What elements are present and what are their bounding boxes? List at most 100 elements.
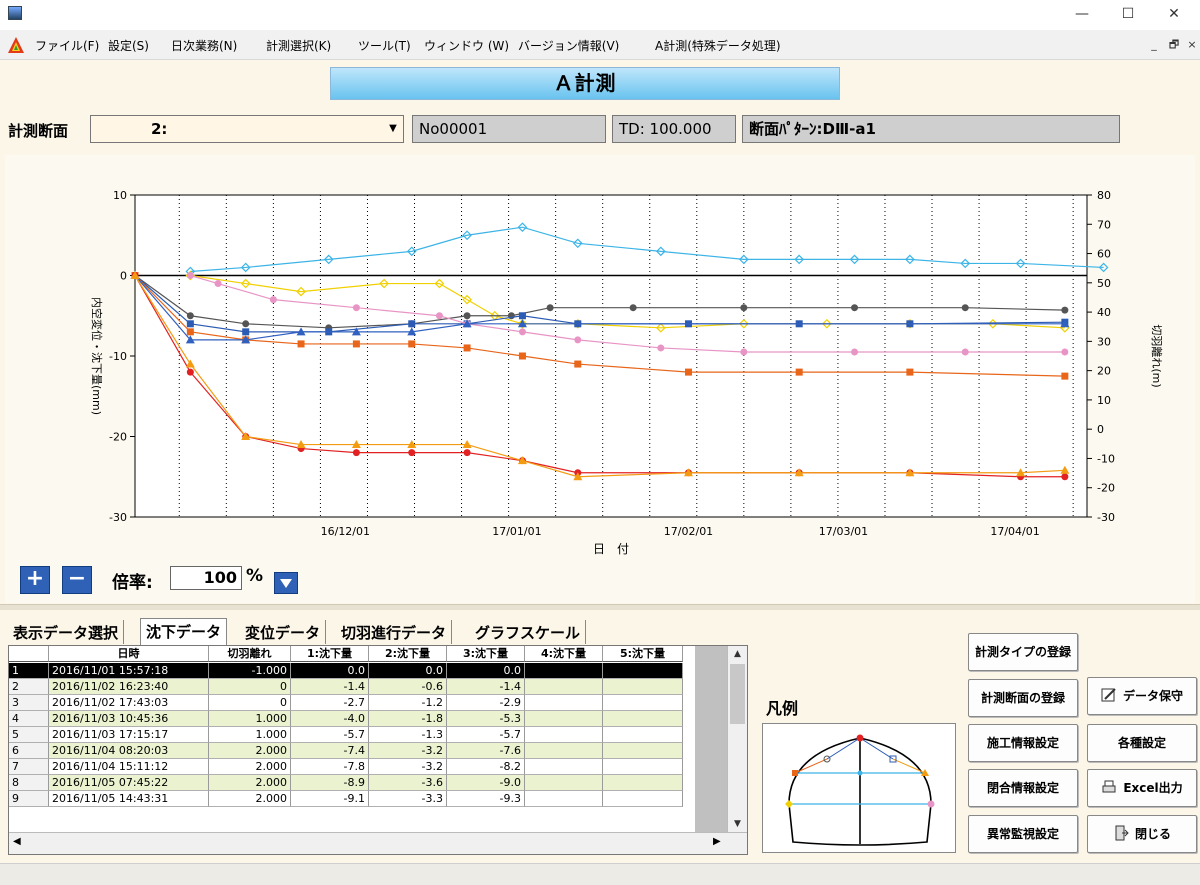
column-header[interactable]: 日時 [49,646,209,662]
table-cell: -8.9 [291,775,369,791]
data-point [572,238,583,249]
scale-dropdown-button[interactable] [274,572,298,594]
mdi-close-button[interactable]: × [1187,38,1197,51]
tab-displacement[interactable]: 変位データ [240,620,327,644]
table-cell: 0.0 [369,663,447,679]
menu-settings[interactable]: 設定(S) [108,39,149,53]
row-number: 5 [9,727,49,743]
scroll-right-icon[interactable]: ▶ [713,836,721,847]
table-cell [525,711,603,727]
y-axis-label: 内空変位・沈下量(mm) [90,297,104,415]
data-point [352,449,360,457]
section-select[interactable]: 2: ▼ [90,115,404,143]
minimize-button[interactable]: — [1075,6,1089,22]
data-point [518,328,526,336]
x-tick-label: 17/04/01 [990,525,1039,538]
data-point [518,352,526,360]
splitter[interactable] [0,604,1200,610]
menu-measure-select[interactable]: 計測選択(K) [266,39,332,53]
tab-display-select[interactable]: 表示データ選択 [8,620,125,644]
column-header[interactable]: 2:沈下量 [369,646,447,662]
closure-info-button[interactable]: 閉合情報設定 [968,769,1078,807]
tab-face-progress[interactable]: 切羽進行データ [336,620,453,644]
y2-tick-label: 80 [1097,189,1111,202]
data-point [408,449,416,457]
excel-export-button[interactable]: Excel出力 [1087,769,1197,807]
scroll-up-icon[interactable]: ▲ [734,649,741,659]
data-point [794,468,804,477]
table-cell: 1.000 [209,727,291,743]
data-point [961,348,969,356]
table-cell: 2016/11/05 14:43:31 [49,791,209,807]
scroll-down-icon[interactable]: ▼ [734,819,741,829]
register-measure-type-button[interactable]: 計測タイプの登録 [968,633,1078,671]
data-point [352,304,360,312]
column-header[interactable]: 1:沈下量 [291,646,369,662]
scale-input[interactable]: 100 [170,566,242,590]
tab-settlement[interactable]: 沈下データ [140,618,228,645]
chevron-down-icon[interactable]: ▼ [389,123,397,134]
table-cell: -2.7 [291,695,369,711]
data-point [517,456,527,465]
x-tick-label: 16/12/01 [321,525,370,538]
scroll-left-icon[interactable]: ◀ [13,836,21,847]
data-point [794,254,805,265]
y2-tick-label: 10 [1097,394,1111,407]
data-point [1015,258,1026,269]
data-maintenance-button[interactable]: データ保守 [1087,677,1197,715]
close-button[interactable]: 閉じる [1087,815,1197,853]
vertical-scrollbar[interactable]: ▲ ▼ [727,646,747,832]
data-point [851,348,859,356]
settings-button[interactable]: 各種設定 [1087,724,1197,762]
y2-tick-label: 40 [1097,306,1111,319]
row-number: 3 [9,695,49,711]
data-point [1016,468,1026,477]
data-point [186,368,194,376]
data-point [351,440,361,449]
tab-graph-scale[interactable]: グラフスケール [470,620,587,644]
zoom-in-button[interactable]: + [20,566,50,594]
menu-tools[interactable]: ツール(T) [358,39,411,53]
mdi-restore-button[interactable]: 🗗 [1168,38,1180,51]
register-section-button[interactable]: 計測断面の登録 [968,679,1078,717]
data-maintenance-label: データ保守 [1122,689,1183,703]
data-point [186,320,194,328]
menu-daily[interactable]: 日次業務(N) [171,39,238,53]
tunnel-section-icon [785,734,935,846]
table-cell: -7.8 [291,759,369,775]
data-point [655,246,666,257]
record-number: No00001 [412,115,606,143]
column-header[interactable]: 3:沈下量 [447,646,525,662]
y2-tick-label: 70 [1097,218,1111,231]
menu-a-measure[interactable]: A計測(特殊データ処理) [655,39,781,53]
column-header[interactable] [9,646,49,662]
x-tick-label: 17/02/01 [664,525,713,538]
x-tick-label: 17/01/01 [492,525,541,538]
table-cell [525,679,603,695]
table-cell: -3.2 [369,759,447,775]
menu-file[interactable]: ファイル(F) [35,39,100,53]
menu-window[interactable]: ウィンドウ (W) [424,39,510,53]
y2-tick-label: -20 [1097,482,1115,495]
maximize-button[interactable]: ☐ [1121,6,1135,22]
data-point [1061,306,1069,314]
table-cell: 0.0 [291,663,369,679]
column-header[interactable]: 切羽離れ [209,646,291,662]
abnormal-monitor-button[interactable]: 異常監視設定 [968,815,1078,853]
column-header[interactable]: 5:沈下量 [603,646,683,662]
column-header[interactable]: 4:沈下量 [525,646,603,662]
table-cell: 1.000 [209,711,291,727]
data-point [351,327,361,336]
menu-version[interactable]: バージョン情報(V) [518,39,620,53]
scroll-thumb[interactable] [730,664,745,724]
horizontal-scrollbar[interactable]: ◀ ▶ [9,832,747,854]
data-point [518,312,526,320]
data-point [240,262,251,273]
data-point [740,348,748,356]
table-cell [603,775,683,791]
data-point [463,344,471,352]
construction-info-button[interactable]: 施工情報設定 [968,724,1078,762]
zoom-out-button[interactable]: − [62,566,92,594]
close-window-button[interactable]: ✕ [1168,6,1180,22]
mdi-minimize-button[interactable]: _ [1151,38,1157,51]
